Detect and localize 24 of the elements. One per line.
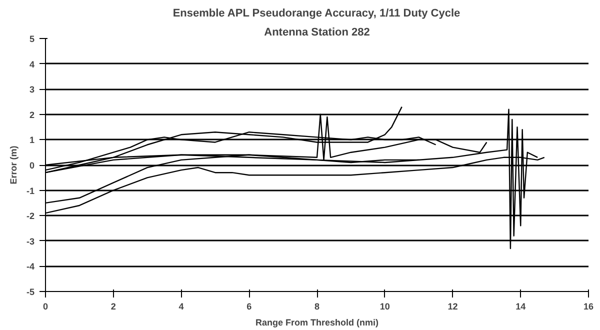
y-tick-label: -3 [26, 236, 35, 246]
x-tick-label: 2 [110, 302, 116, 312]
y-tick-label: -1 [26, 186, 35, 196]
y-tick-label: -5 [26, 287, 35, 297]
x-tick-label: 4 [178, 302, 184, 312]
x-tick-label: 6 [246, 302, 252, 312]
y-tick-label: -2 [26, 211, 35, 222]
y-tick-label: 0 [29, 160, 35, 170]
y-tick-label: 1 [29, 135, 35, 146]
y-tick-label: 3 [29, 84, 35, 95]
x-axis-title: Range From Threshold (nmi) [256, 318, 379, 328]
y-tick-label: 4 [29, 59, 35, 70]
y-tick-label: 2 [29, 110, 35, 120]
x-tick-label: 0 [42, 302, 48, 312]
x-tick-label: 8 [314, 302, 320, 312]
x-tick-label: 10 [380, 302, 390, 312]
x-tick-label: 14 [516, 302, 526, 312]
y-tick-label: -4 [26, 262, 35, 272]
y-tick-label: 5 [29, 34, 35, 44]
chart-subtitle: Antenna Station 282 [264, 26, 370, 38]
chart-title: Ensemble APL Pseudorange Accuracy, 1/11 Duty Cycle [172, 8, 460, 20]
x-tick-label: 16 [583, 302, 594, 312]
y-axis-title: Error (m) [8, 146, 18, 184]
x-tick-label: 12 [448, 302, 458, 312]
